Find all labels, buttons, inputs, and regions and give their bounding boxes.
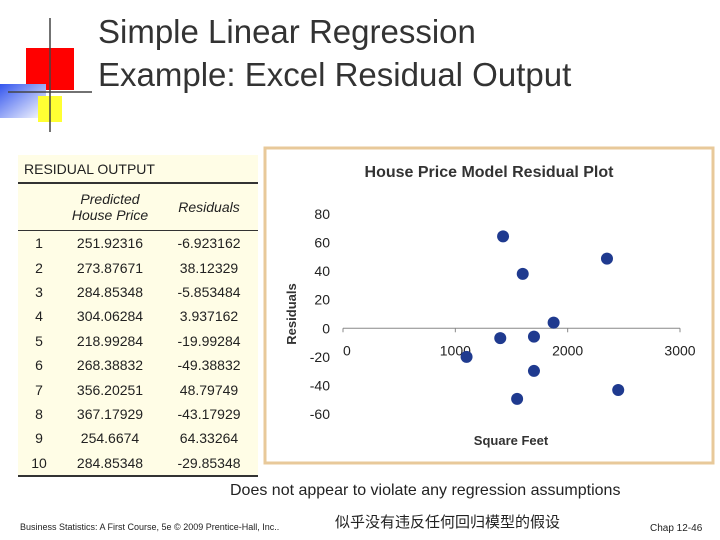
y-tick-label: 20 (314, 292, 330, 308)
point (600, 252, 613, 265)
point (547, 316, 560, 329)
table-cell: 268.38832 (76, 357, 144, 374)
y-tick-label: 0 (322, 320, 330, 336)
table-row: 2 273.87671 38.12329 (18, 255, 258, 279)
point (511, 392, 524, 405)
table-cell: 10 (18, 450, 60, 477)
table-cell: 304.06284 (76, 308, 144, 325)
table-row: 8 367.17929 -43.17929 (18, 402, 258, 426)
x-axis-title: Square Feet (474, 433, 549, 448)
table-row: 10 284.85348 -29.85348 (18, 450, 258, 477)
header-cell (18, 183, 60, 231)
header-cell: Residuals (160, 183, 258, 231)
table-row: 5 218.99284 -19.99284 (18, 329, 258, 353)
decoration (0, 18, 92, 132)
point (494, 332, 507, 345)
point (497, 230, 510, 243)
table-cell: 8 (35, 405, 43, 422)
y-tick-label: 40 (314, 263, 330, 279)
y-tick-label: 80 (314, 206, 330, 222)
table-cell: -29.85348 (160, 450, 258, 477)
table-row: 3 284.85348 -5.853484 (18, 280, 258, 304)
table-cell: 1 (35, 235, 43, 252)
table-row: 7 356.20251 48.79749 (18, 377, 258, 401)
footer-note: 似乎没有违反任何回归模型的假设 (335, 514, 560, 531)
chart-frame (263, 146, 715, 465)
table-cell: 284.85348 (76, 283, 144, 300)
header-cell: Predicted House Price (60, 183, 160, 231)
title-line: Example: Excel Residual Output (98, 56, 572, 93)
table-title-row: RESIDUAL OUTPUT (18, 155, 258, 184)
table-cell: 48.79749 (179, 381, 239, 398)
table-cell: 9 (35, 430, 43, 447)
table-cell: 3.937162 (179, 308, 239, 325)
x-tick-label: 3000 (664, 342, 695, 358)
point (527, 330, 540, 343)
table-cell: 254.6674 (80, 430, 140, 447)
table-row: 9 254.6674 64.33264 (18, 426, 258, 450)
table-cell: 218.99284 (76, 332, 144, 349)
table-cell: 356.20251 (76, 381, 144, 398)
residual-table: RESIDUAL OUTPUT Predicted House Price Resi… (18, 155, 258, 477)
table-cell: 64.33264 (179, 430, 239, 447)
x-tick-label: 2000 (552, 342, 583, 358)
point (527, 364, 540, 377)
table-cell: 6 (35, 357, 43, 374)
table-cell: 273.87671 (76, 259, 144, 276)
table-title: RESIDUAL OUTPUT (18, 155, 258, 184)
footer-page: Chap 12-46 (650, 523, 703, 534)
table-row: 6 268.38832 -49.38832 (18, 353, 258, 377)
caption: Does not appear to violate any regressio… (230, 482, 620, 499)
x-tick-label: 0 (343, 342, 351, 358)
table-cell: 284.85348 (60, 450, 160, 477)
table-cell: 251.92316 (76, 235, 144, 252)
point (612, 383, 625, 396)
table-row: 4 304.06284 3.937162 (18, 304, 258, 328)
y-tick-label: -20 (310, 349, 330, 365)
table-cell: -43.17929 (177, 405, 241, 422)
table-cell: -19.99284 (177, 332, 241, 349)
table-cell: -49.38832 (177, 357, 241, 374)
table-header-row: Predicted House Price Residuals (18, 183, 258, 231)
table-cell: 3 (35, 283, 43, 300)
footer-source: Business Statistics: A First Course, 5e … (20, 522, 279, 532)
table-cell: 5 (35, 332, 43, 349)
chart-title: House Price Model Residual Plot (365, 164, 615, 181)
title-line: Simple Linear Regression (98, 13, 476, 50)
y-axis-title: Residuals (284, 283, 299, 344)
table-cell: 367.17929 (76, 405, 144, 422)
point (460, 350, 473, 363)
y-tick-label: -60 (310, 406, 330, 422)
table-cell: -6.923162 (177, 235, 241, 252)
point (516, 267, 529, 280)
table-cell: 4 (35, 308, 43, 325)
table-cell: 7 (35, 381, 43, 398)
y-tick-label: -40 (310, 377, 330, 393)
slide-title: Simple Linear Regression Example: Excel R… (98, 10, 571, 96)
table-cell: 2 (35, 259, 43, 276)
table-cell: -5.853484 (177, 283, 241, 300)
table-cell: 38.12329 (179, 259, 239, 276)
table-row: 1 251.92316 -6.923162 (18, 231, 258, 256)
y-tick-label: 60 (314, 235, 330, 251)
